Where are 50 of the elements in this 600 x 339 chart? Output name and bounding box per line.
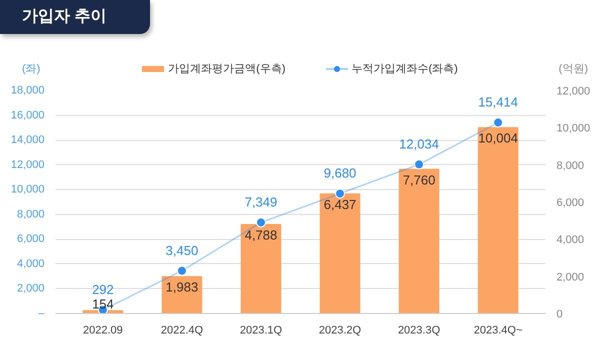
- data-label: 12,034: [399, 136, 439, 152]
- y2-tick-label: 4,000: [556, 234, 584, 246]
- data-label: 3,450: [166, 242, 198, 258]
- bar: [398, 168, 440, 314]
- data-label: 7,760: [402, 172, 436, 188]
- point: [414, 159, 424, 170]
- y-tick-label: 8,000: [16, 208, 45, 220]
- x-tick-label: 2023.2Q: [318, 324, 362, 336]
- legend-label: 가입계좌평가금액(우측): [168, 63, 286, 75]
- x-tick-label: 2022.4Q: [160, 324, 204, 336]
- x-tick-label: 2023.4Q~: [474, 324, 522, 336]
- point: [335, 188, 346, 199]
- data-label: 4,788: [244, 228, 278, 243]
- bar: [240, 224, 282, 314]
- x-tick-label: 2023.3Q: [398, 324, 441, 336]
- y-tick-label: 16,000: [10, 109, 45, 122]
- y-axis-title: (좌): [22, 62, 40, 77]
- bar: [162, 276, 202, 314]
- point: [493, 118, 504, 128]
- bar: [320, 193, 360, 314]
- y2-tick-label: 12,000: [556, 86, 590, 98]
- y2-tick-label: 10,000: [556, 122, 590, 135]
- data-label: 1,983: [166, 280, 198, 295]
- y2-tick-label: 0: [556, 308, 563, 320]
- point: [256, 217, 266, 228]
- y-tick-label: 6,000: [16, 233, 45, 246]
- y2-axis-title: (억원): [558, 62, 588, 77]
- y-tick-label: 18,000: [10, 84, 45, 96]
- bar: [478, 127, 518, 314]
- y2-tick-label: 6,000: [556, 197, 584, 209]
- data-label: 154: [92, 296, 114, 312]
- y-tick-label: 14,000: [10, 134, 45, 146]
- y-tick-label: –: [38, 308, 46, 320]
- legend-label: 누적가입계좌수(좌측): [352, 63, 458, 75]
- y2-tick-label: 2,000: [556, 271, 584, 284]
- data-label: 10,004: [478, 130, 518, 146]
- y-tick-label: 2,000: [16, 282, 45, 295]
- x-tick-label: 2022.09: [83, 324, 123, 336]
- data-label: 15,414: [478, 94, 518, 110]
- y-tick-label: 10,000: [10, 184, 45, 196]
- data-label: 9,680: [324, 166, 356, 181]
- data-label: 6,437: [324, 196, 356, 212]
- x-tick-label: 2023.1Q: [240, 324, 283, 336]
- y-tick-label: 12,000: [10, 158, 45, 171]
- y2-tick-label: 8,000: [556, 160, 584, 172]
- chart-title: 가입자 추이: [0, 0, 150, 34]
- data-label: 292: [92, 282, 114, 297]
- y-tick-label: 4,000: [16, 258, 45, 270]
- point: [176, 266, 187, 276]
- data-label: 7,349: [244, 194, 278, 210]
